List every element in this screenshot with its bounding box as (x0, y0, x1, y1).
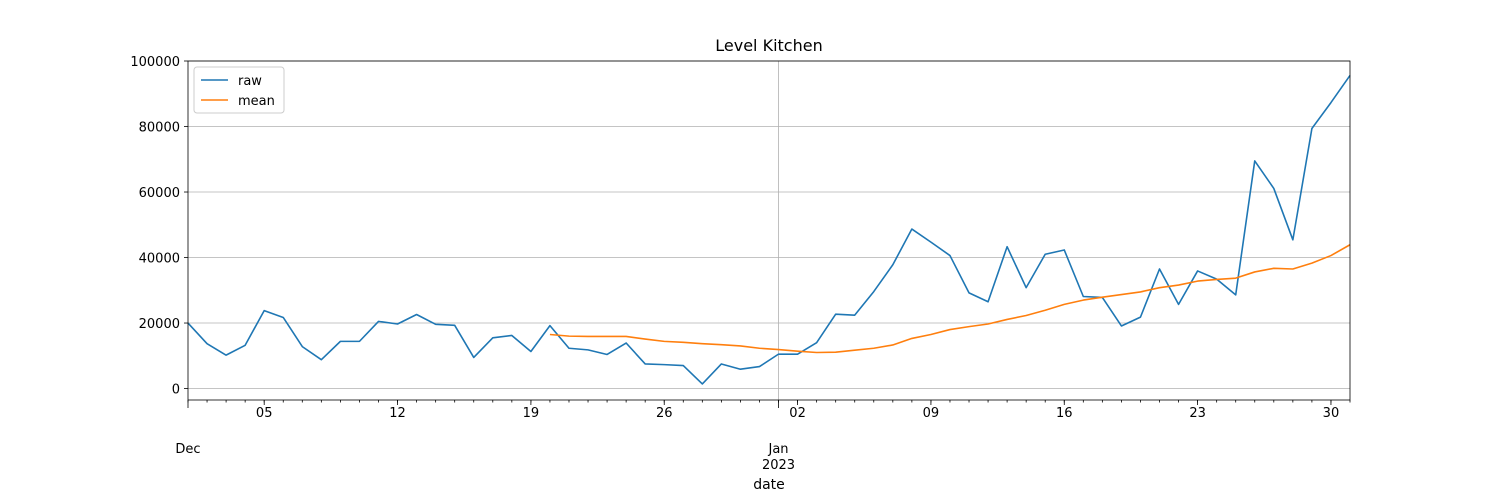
y-tick-label: 60000 (139, 186, 180, 201)
x-tick-label: 30 (1323, 406, 1340, 421)
legend-label-raw: raw (238, 74, 262, 89)
x-tick-label: 16 (1056, 406, 1073, 421)
x-tick-label: 23 (1189, 406, 1206, 421)
x-year-label: 2023 (762, 458, 795, 473)
y-tick-label: 80000 (139, 121, 180, 136)
x-tick-label: 26 (656, 406, 673, 421)
y-tick-label: 20000 (139, 317, 180, 332)
x-month-label: Dec (175, 442, 200, 457)
x-tick-label: 02 (789, 406, 806, 421)
series-line-mean (549, 244, 1351, 354)
legend: raw mean (193, 66, 285, 114)
x-tick-label: 12 (389, 406, 406, 421)
x-tick-label: 05 (256, 406, 273, 421)
legend-label-mean: mean (238, 94, 275, 109)
y-tick-label: 100000 (130, 55, 180, 70)
chart-title: Level Kitchen (715, 36, 822, 55)
legend-box (193, 66, 285, 114)
y-tick-label: 40000 (139, 252, 180, 267)
x-tick-label: 19 (523, 406, 540, 421)
series-layer (187, 74, 1351, 385)
x-month-label: Jan (768, 442, 789, 457)
x-tick-label: 09 (923, 406, 940, 421)
plot-frame (187, 60, 1351, 401)
y-tick-label: 0 (172, 383, 180, 398)
ticks: 0 20000 40000 60000 80000 100000 05 12 19 26 02 09 1… (130, 55, 1351, 473)
x-axis-label: date (753, 477, 785, 493)
series-line-raw (187, 74, 1351, 385)
